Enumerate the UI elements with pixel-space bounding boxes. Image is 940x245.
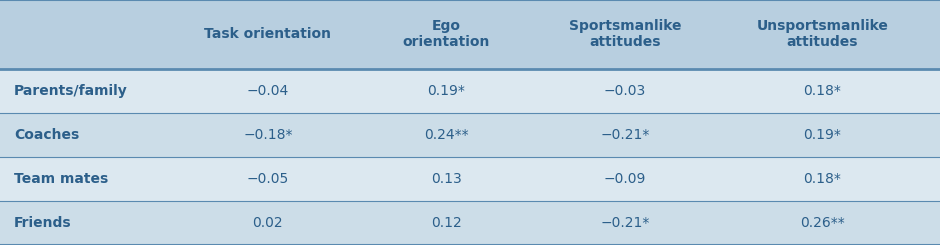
Text: Friends: Friends: [14, 216, 71, 230]
FancyBboxPatch shape: [0, 0, 940, 69]
Text: −0.03: −0.03: [604, 84, 646, 98]
Text: 0.26**: 0.26**: [800, 216, 845, 230]
Text: 0.12: 0.12: [431, 216, 462, 230]
Text: −0.05: −0.05: [247, 172, 289, 186]
Text: Parents/family: Parents/family: [14, 84, 128, 98]
Text: Task orientation: Task orientation: [204, 27, 332, 41]
Text: Ego
orientation: Ego orientation: [403, 19, 490, 49]
Text: 0.19*: 0.19*: [804, 128, 841, 142]
Text: Sportsmanlike
attitudes: Sportsmanlike attitudes: [569, 19, 681, 49]
Text: −0.04: −0.04: [247, 84, 289, 98]
Text: Team mates: Team mates: [14, 172, 108, 186]
Text: −0.21*: −0.21*: [601, 216, 650, 230]
Text: 0.02: 0.02: [253, 216, 283, 230]
FancyBboxPatch shape: [0, 69, 940, 113]
Text: Coaches: Coaches: [14, 128, 79, 142]
Text: 0.18*: 0.18*: [804, 84, 841, 98]
FancyBboxPatch shape: [0, 201, 940, 245]
Text: Unsportsmanlike
attitudes: Unsportsmanlike attitudes: [757, 19, 888, 49]
FancyBboxPatch shape: [0, 157, 940, 201]
Text: −0.21*: −0.21*: [601, 128, 650, 142]
Text: 0.24**: 0.24**: [424, 128, 469, 142]
Text: 0.19*: 0.19*: [428, 84, 465, 98]
Text: −0.09: −0.09: [603, 172, 647, 186]
FancyBboxPatch shape: [0, 113, 940, 157]
Text: −0.18*: −0.18*: [243, 128, 292, 142]
Text: 0.18*: 0.18*: [804, 172, 841, 186]
Text: 0.13: 0.13: [431, 172, 462, 186]
